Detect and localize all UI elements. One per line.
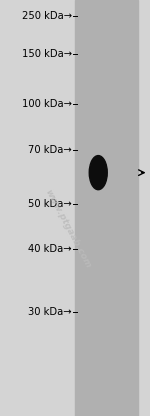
Ellipse shape	[89, 156, 107, 190]
Text: 100 kDa→: 100 kDa→	[22, 99, 72, 109]
Text: 30 kDa→: 30 kDa→	[28, 307, 72, 317]
Text: www.ptgaab.com: www.ptgaab.com	[43, 188, 92, 270]
Text: 250 kDa→: 250 kDa→	[22, 11, 72, 21]
Text: 50 kDa→: 50 kDa→	[28, 199, 72, 209]
Bar	[75, 0, 138, 416]
Text: 70 kDa→: 70 kDa→	[28, 145, 72, 155]
Text: 40 kDa→: 40 kDa→	[28, 244, 72, 254]
Text: 150 kDa→: 150 kDa→	[22, 49, 72, 59]
